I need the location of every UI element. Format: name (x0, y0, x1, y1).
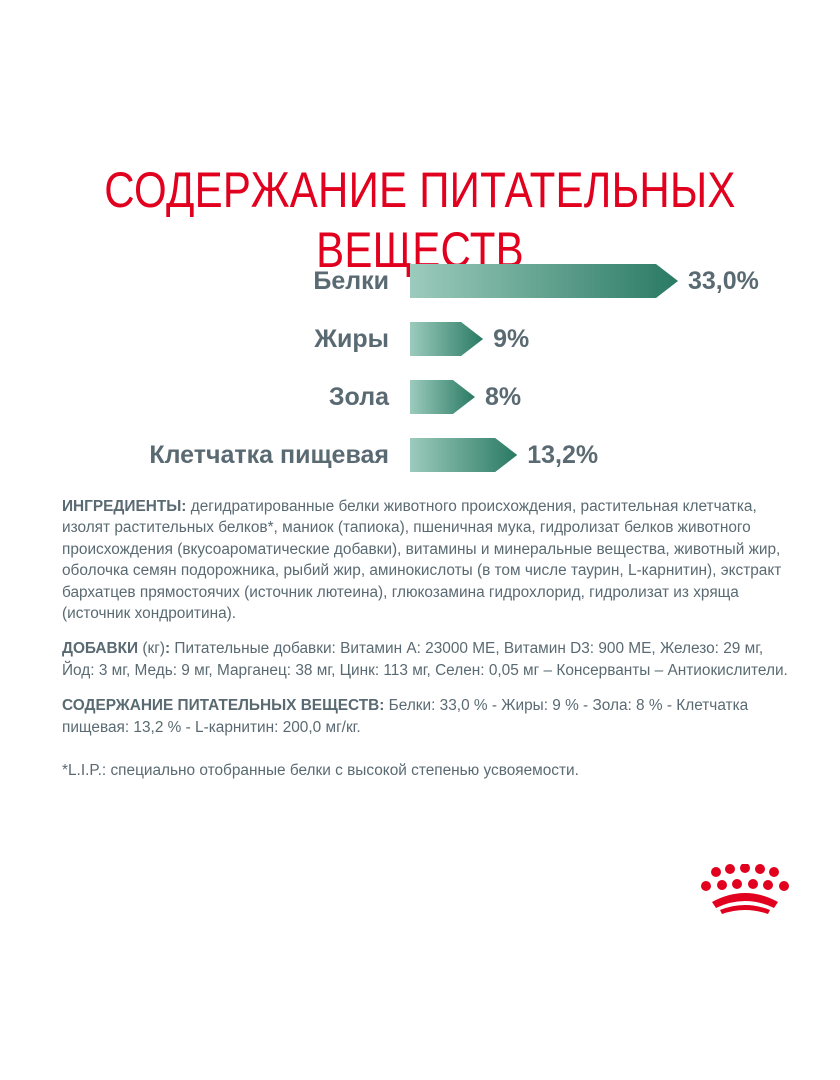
nutrients-text: Белки: 33,0 % - Жиры: 9 % - Зола: 8 % - … (62, 697, 749, 736)
value-label: 13,2% (527, 441, 599, 469)
ingredients-paragraph: ИНГРЕДИЕНТЫ: дегидратированные белки жив… (62, 496, 792, 624)
category-label: Клетчатка пищевая (149, 441, 389, 469)
bar-3 (410, 438, 518, 472)
bar-2 (410, 380, 475, 414)
footnote: *L.I.P.: специально отобранные белки с в… (62, 762, 579, 780)
category-label: Жиры (314, 325, 389, 353)
ingredients-text: дегидратированные белки животного происх… (62, 498, 782, 623)
nutrient-chart: Белки 33,0% Жиры 9% Зола 8% Клетчатка пищевая 1… (0, 250, 840, 490)
bar-1 (410, 322, 484, 356)
additives-unit: (кг) (138, 640, 165, 658)
bar-0 (410, 264, 678, 298)
composition-text: ИНГРЕДИЕНТЫ: дегидратированные белки жив… (62, 496, 792, 795)
value-label: 33,0% (688, 267, 759, 295)
value-label: 9% (493, 325, 530, 353)
nutrient-bars (410, 264, 678, 472)
nutrients-label: СОДЕРЖАНИЕ ПИТАТЕЛЬНЫХ ВЕЩЕСТВ: (62, 697, 385, 715)
additives-label: ДОБАВКИ (62, 640, 139, 658)
page-title: Содержание питательных веществ (104, 162, 736, 278)
nutrients-paragraph: СОДЕРЖАНИЕ ПИТАТЕЛЬНЫХ ВЕЩЕСТВ: Белки: 3… (62, 695, 792, 738)
category-label: Белки (313, 267, 389, 295)
crown-logo-icon (701, 864, 789, 914)
additives-colon: : (164, 640, 171, 658)
value-label: 8% (484, 383, 522, 411)
additives-paragraph: ДОБАВКИ (кг): Питательные добавки: Витам… (62, 638, 792, 681)
additives-text: Питательные добавки: Витамин А: 23000 МЕ… (62, 640, 788, 679)
ingredients-label: ИНГРЕДИЕНТЫ: (62, 498, 187, 515)
category-label: Зола (328, 383, 389, 411)
